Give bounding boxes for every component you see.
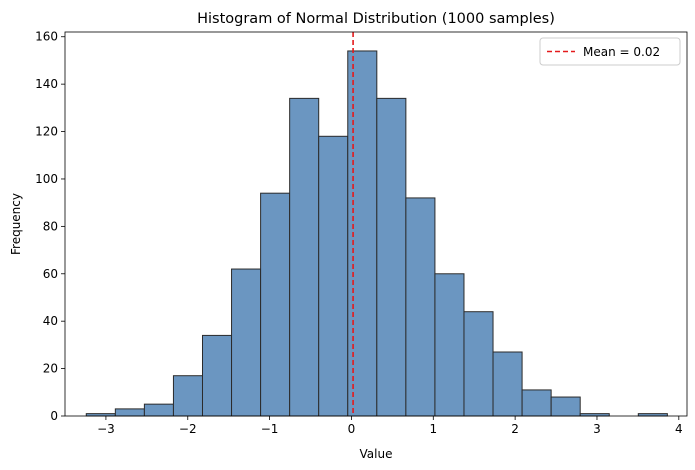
- x-tick-label: −2: [179, 422, 197, 436]
- histogram-bar: [114, 408, 145, 417]
- x-axis-ticks: −3 −2 −1 0 1 2 3 4: [97, 416, 683, 436]
- x-tick-label: −3: [97, 422, 115, 436]
- histogram-bar: [492, 351, 523, 417]
- bars-group: [85, 50, 668, 417]
- y-tick-label: 20: [43, 362, 58, 376]
- legend-mean-label: Mean = 0.02: [583, 45, 660, 59]
- x-tick-label: 4: [675, 422, 683, 436]
- histogram-bar: [318, 135, 349, 417]
- histogram-bar: [201, 334, 233, 417]
- histogram-bar: [289, 97, 320, 417]
- histogram-bar: [347, 50, 378, 417]
- histogram-bar: [405, 197, 436, 417]
- y-axis-label: Frequency: [9, 193, 23, 255]
- chart-title: Histogram of Normal Distribution (1000 s…: [197, 11, 555, 27]
- histogram-bar: [260, 192, 291, 417]
- plot-frame: [64, 31, 688, 417]
- x-tick-label: 2: [511, 422, 519, 436]
- histogram-bar: [231, 268, 262, 417]
- x-tick-label: 3: [593, 422, 601, 436]
- x-tick-label: 0: [348, 422, 356, 436]
- y-tick-label: 0: [50, 409, 58, 423]
- histogram-bar: [143, 403, 174, 417]
- y-tick-label: 140: [35, 77, 58, 91]
- histogram-bar: [521, 389, 552, 417]
- histogram-bar: [550, 396, 581, 417]
- y-tick-label: 80: [43, 219, 58, 233]
- histogram-bar: [172, 375, 203, 417]
- x-axis-label: Value: [360, 447, 393, 461]
- y-axis-ticks: 0 20 40 60 80 100 120 140 160: [35, 30, 65, 423]
- y-tick-label: 60: [43, 267, 58, 281]
- legend-box: [539, 37, 681, 66]
- histogram-bar: [434, 273, 465, 417]
- histogram-bar: [463, 311, 494, 417]
- y-tick-label: 160: [35, 30, 58, 44]
- x-tick-label: −1: [261, 422, 279, 436]
- y-tick-label: 100: [35, 172, 58, 186]
- y-tick-label: 40: [43, 314, 58, 328]
- y-tick-label: 120: [35, 125, 58, 139]
- x-tick-label: 1: [429, 422, 437, 436]
- legend: Mean = 0.02: [539, 37, 681, 66]
- histogram-bar: [376, 97, 407, 417]
